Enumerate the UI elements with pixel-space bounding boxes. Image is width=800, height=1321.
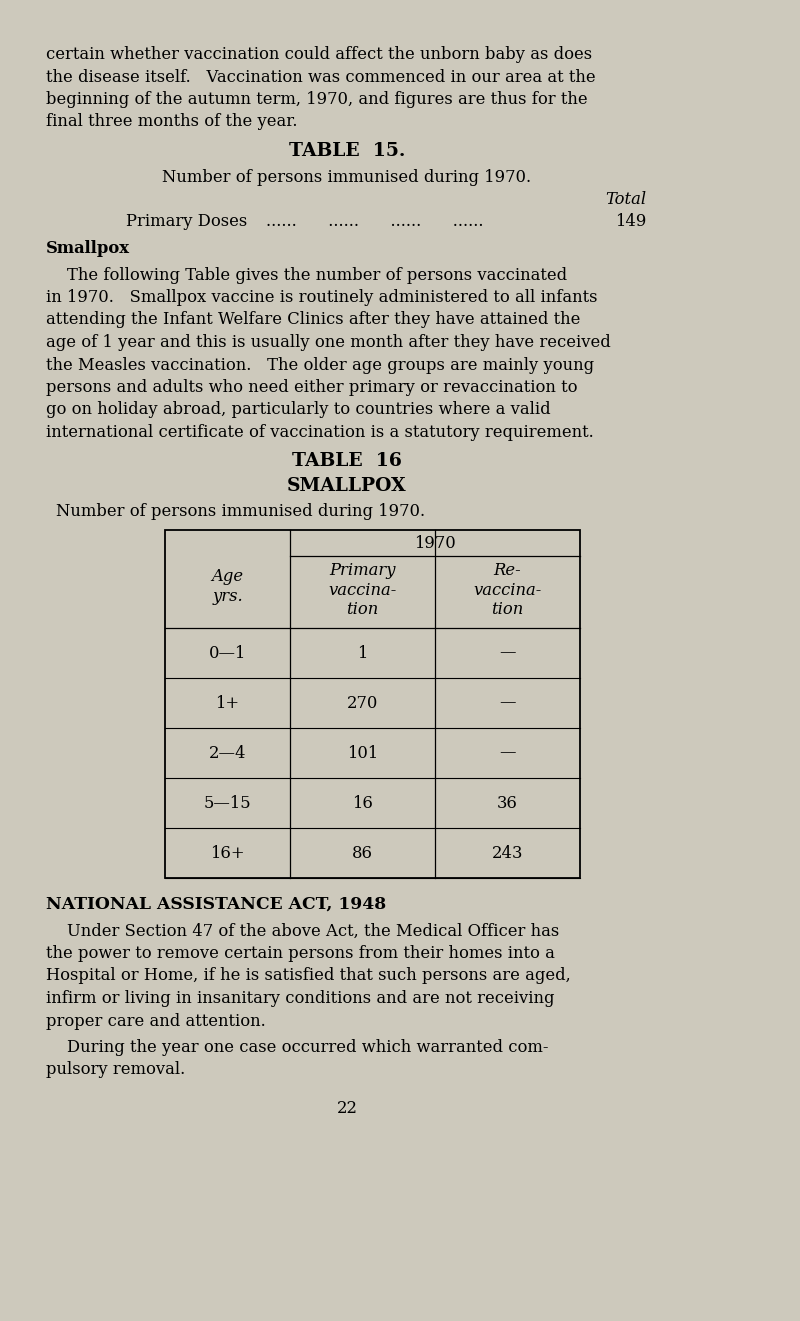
Text: 101: 101 <box>347 745 378 761</box>
Text: age of 1 year and this is usually one month after they have received: age of 1 year and this is usually one mo… <box>46 334 610 351</box>
Text: 22: 22 <box>337 1100 358 1118</box>
Text: —: — <box>499 745 516 761</box>
Text: —: — <box>499 645 516 662</box>
Text: 2—4: 2—4 <box>209 745 246 761</box>
Text: go on holiday abroad, particularly to countries where a valid: go on holiday abroad, particularly to co… <box>46 402 550 419</box>
Text: persons and adults who need either primary or revaccination to: persons and adults who need either prima… <box>46 379 578 396</box>
Text: 5—15: 5—15 <box>204 794 251 811</box>
Text: Age
yrs.: Age yrs. <box>211 568 243 605</box>
Text: The following Table gives the number of persons vaccinated: The following Table gives the number of … <box>46 267 567 284</box>
Text: certain whether vaccination could affect the unborn baby as does: certain whether vaccination could affect… <box>46 46 592 63</box>
Text: Number of persons immunised during 1970.: Number of persons immunised during 1970. <box>162 169 531 185</box>
Text: SMALLPOX: SMALLPOX <box>287 477 407 495</box>
Text: 16+: 16+ <box>210 844 245 861</box>
Text: 1970: 1970 <box>414 535 456 551</box>
Text: in 1970.   Smallpox vaccine is routinely administered to all infants: in 1970. Smallpox vaccine is routinely a… <box>46 289 598 306</box>
Text: 243: 243 <box>492 844 523 861</box>
Text: 0—1: 0—1 <box>209 645 246 662</box>
Text: TABLE  16: TABLE 16 <box>292 453 402 470</box>
Text: attending the Infant Welfare Clinics after they have attained the: attending the Infant Welfare Clinics aft… <box>46 312 580 329</box>
Text: infirm or living in insanitary conditions and are not receiving: infirm or living in insanitary condition… <box>46 989 554 1007</box>
Text: 36: 36 <box>497 794 518 811</box>
Text: beginning of the autumn term, 1970, and figures are thus for the: beginning of the autumn term, 1970, and … <box>46 91 588 108</box>
Text: Primary
vaccina-
tion: Primary vaccina- tion <box>328 561 397 618</box>
Text: final three months of the year.: final three months of the year. <box>46 114 298 131</box>
Text: ......      ......      ......      ......: ...... ...... ...... ...... <box>266 214 483 230</box>
Text: TABLE  15.: TABLE 15. <box>289 141 405 160</box>
Text: Hospital or Home, if he is satisfied that such persons are aged,: Hospital or Home, if he is satisfied tha… <box>46 967 570 984</box>
Text: During the year one case occurred which warranted com-: During the year one case occurred which … <box>46 1040 549 1055</box>
Text: 1: 1 <box>358 645 368 662</box>
Text: Re-
vaccina-
tion: Re- vaccina- tion <box>474 561 542 618</box>
Text: 16: 16 <box>352 794 373 811</box>
Text: 270: 270 <box>347 695 378 712</box>
Text: 149: 149 <box>614 214 646 230</box>
Text: international certificate of vaccination is a statutory requirement.: international certificate of vaccination… <box>46 424 594 441</box>
Text: Primary Doses: Primary Doses <box>126 214 247 230</box>
Text: —: — <box>499 695 516 712</box>
Text: proper care and attention.: proper care and attention. <box>46 1012 266 1029</box>
Bar <box>165 530 580 878</box>
Text: the Measles vaccination.   The older age groups are mainly young: the Measles vaccination. The older age g… <box>46 357 594 374</box>
Text: NATIONAL ASSISTANCE ACT, 1948: NATIONAL ASSISTANCE ACT, 1948 <box>46 896 386 913</box>
Text: the disease itself.   Vaccination was commenced in our area at the: the disease itself. Vaccination was comm… <box>46 69 596 86</box>
Text: Number of persons immunised during 1970.: Number of persons immunised during 1970. <box>56 503 425 520</box>
Text: Smallpox: Smallpox <box>46 240 130 258</box>
Text: the power to remove certain persons from their homes into a: the power to remove certain persons from… <box>46 945 555 962</box>
Text: 86: 86 <box>352 844 373 861</box>
Text: Total: Total <box>605 192 646 207</box>
Text: pulsory removal.: pulsory removal. <box>46 1062 186 1078</box>
Text: Under Section 47 of the above Act, the Medical Officer has: Under Section 47 of the above Act, the M… <box>46 922 559 939</box>
Text: 1+: 1+ <box>215 695 239 712</box>
